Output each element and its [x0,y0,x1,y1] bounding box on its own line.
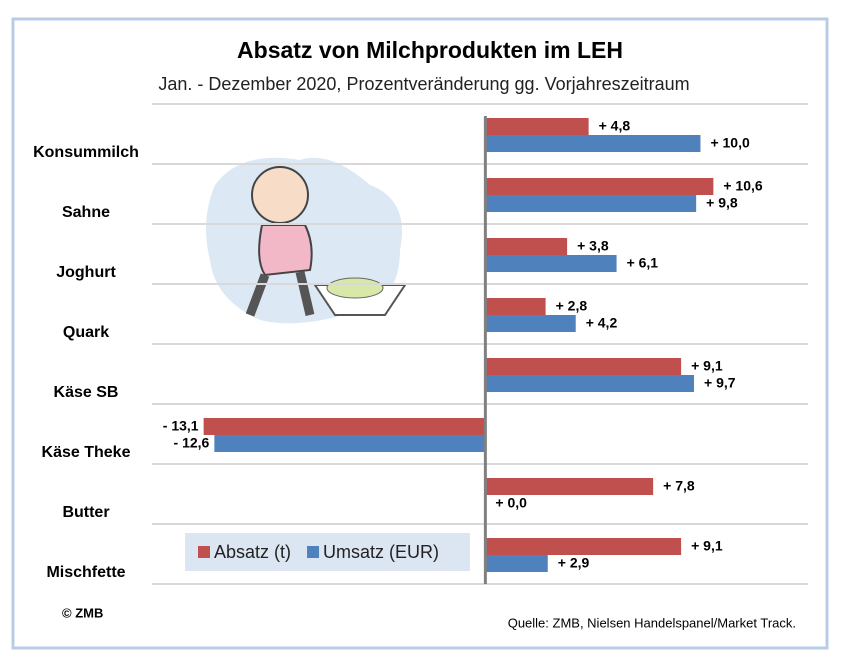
value-label: - 13,1 [163,418,199,434]
value-label: + 6,1 [627,255,659,271]
category-label: Mischfette [46,564,125,581]
source: Quelle: ZMB, Nielsen Handelspanel/Market… [508,615,796,630]
bar [485,255,617,272]
legend-swatch [198,546,210,558]
category-label: Käse Theke [42,444,131,461]
bar [485,555,548,572]
bar [485,315,576,332]
value-label: + 4,2 [586,315,618,331]
category-label: Joghurt [56,264,116,281]
bar [485,358,682,375]
value-label: + 9,1 [691,358,723,374]
value-label: + 2,9 [558,555,590,571]
legend-swatch [307,546,320,558]
value-label: + 9,1 [691,538,723,554]
bar [485,538,682,555]
value-label: + 9,8 [706,195,738,211]
category-label: Sahne [62,204,110,221]
category-label: Käse SB [54,384,119,401]
bar [485,135,701,152]
category-label: Quark [63,324,109,341]
legend-label: Umsatz (EUR) [323,542,439,562]
category-label: Butter [62,504,109,521]
legend [185,533,470,571]
chart-title: Absatz von Milchprodukten im LEH [237,37,623,63]
value-label: + 3,8 [577,238,609,254]
value-label: - 12,6 [174,435,210,451]
value-label: + 0,0 [495,495,527,511]
bar [485,195,697,212]
bar [485,238,568,255]
bar [485,375,695,392]
category-label: Konsummilch [33,144,139,161]
bar [485,178,714,195]
copyright: © ZMB [62,605,103,620]
value-label: + 10,0 [710,135,750,151]
bar [485,478,654,495]
illustration [206,157,407,324]
value-label: + 7,8 [663,478,695,494]
bar [214,435,486,452]
bar [203,418,486,435]
value-label: + 9,7 [704,375,736,391]
value-label: + 10,6 [723,178,763,194]
bar [485,118,589,135]
bar [485,298,546,315]
value-label: + 2,8 [556,298,588,314]
value-label: + 4,8 [599,118,631,134]
chart-subtitle: Jan. - Dezember 2020, Prozentveränderung… [158,74,689,94]
legend-label: Absatz (t) [214,542,291,562]
